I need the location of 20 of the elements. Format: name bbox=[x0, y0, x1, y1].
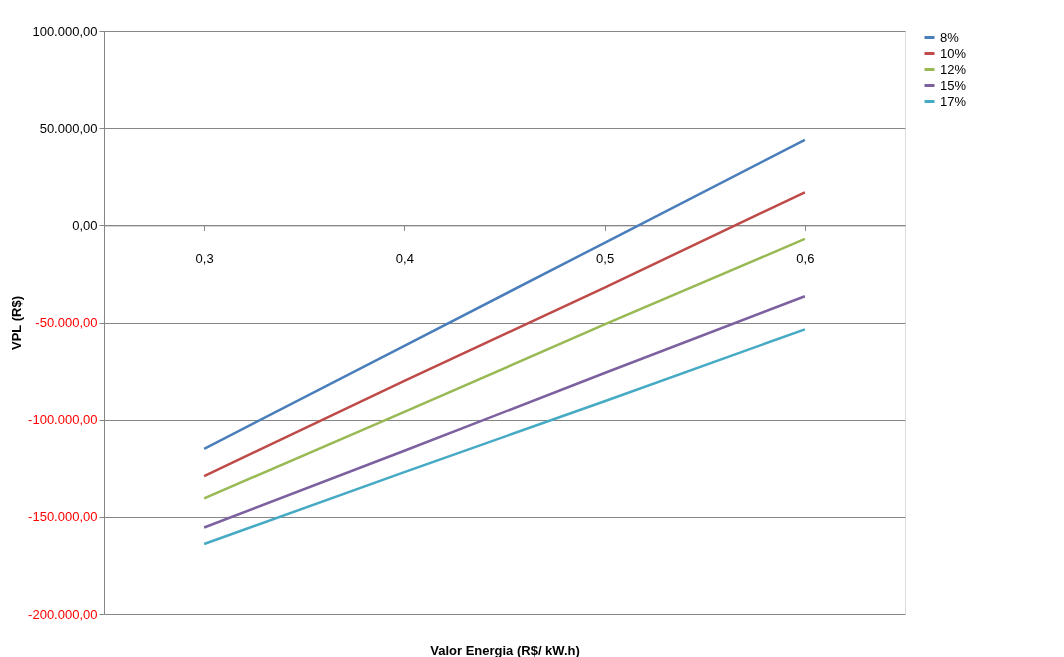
x-tick-label: 0,5 bbox=[596, 250, 615, 266]
x-tick-label: 0,3 bbox=[195, 250, 214, 266]
x-tick-label: 0,6 bbox=[796, 250, 815, 266]
y-tick-label: -200.000,00 bbox=[28, 606, 98, 622]
y-tick-label: -150.000,00 bbox=[28, 509, 98, 525]
y-axis-title: VPL (R$) bbox=[9, 296, 25, 350]
y-tick-label: 0,00 bbox=[72, 217, 98, 233]
legend-label: 15% bbox=[940, 77, 967, 93]
y-tick-label: 100.000,00 bbox=[32, 23, 98, 39]
legend-label: 8% bbox=[940, 29, 960, 45]
x-tick-label: 0,4 bbox=[395, 250, 414, 266]
x-axis-title: Valor Energia (R$/ kW.h) bbox=[430, 642, 580, 657]
legend-label: 12% bbox=[940, 61, 967, 77]
y-tick-label: -100.000,00 bbox=[28, 412, 98, 428]
line-series bbox=[202, 295, 807, 529]
y-tick-label: -50.000,00 bbox=[35, 315, 98, 330]
y-tick-label: 50.000,00 bbox=[39, 120, 98, 136]
line-series bbox=[202, 328, 807, 546]
legend-label: 10% bbox=[940, 45, 967, 61]
legend-label: 17% bbox=[940, 93, 967, 109]
